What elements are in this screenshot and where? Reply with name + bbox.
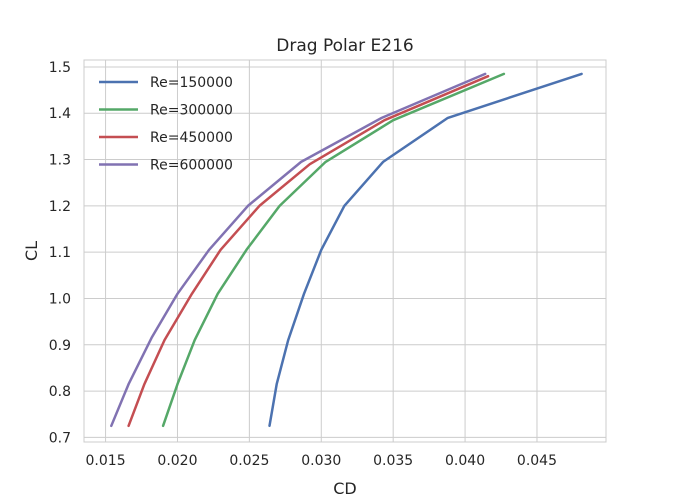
y-tick-label: 1.4: [49, 106, 71, 122]
x-tick-label: 0.020: [157, 453, 197, 469]
legend-label: Re=600000: [150, 158, 233, 174]
y-tick-label: 1.3: [49, 153, 71, 169]
grid-lines: [84, 60, 606, 442]
x-tick-label: 0.045: [517, 453, 557, 469]
y-axis-label: CL: [22, 241, 41, 261]
x-tick-label: 0.025: [229, 453, 269, 469]
y-tick-label: 1.0: [49, 291, 71, 307]
series-line-1: [268, 72, 583, 428]
x-tick-label: 0.030: [301, 453, 341, 469]
series-line-2: [161, 72, 506, 428]
y-axis-ticks: 0.7 0.8 0.9 1.0 1.1 1.2 1.3 1.4 1.5: [49, 60, 71, 446]
legend-label: Re=450000: [150, 130, 233, 146]
y-tick-label: 0.7: [49, 430, 71, 446]
x-tick-label: 0.040: [445, 453, 485, 469]
legend: Re=150000 Re=300000 Re=450000 Re=600000: [99, 75, 233, 174]
y-tick-label: 1.5: [49, 60, 71, 76]
legend-label: Re=150000: [150, 75, 233, 91]
y-tick-label: 0.8: [49, 384, 71, 400]
x-tick-label: 0.015: [86, 453, 126, 469]
series-line-3: [127, 74, 490, 428]
x-axis-label: CD: [333, 479, 357, 498]
x-axis-ticks: 0.015 0.020 0.025 0.030 0.035 0.040 0.045: [86, 453, 557, 469]
series-lines: [110, 72, 583, 428]
legend-label: Re=300000: [150, 103, 233, 119]
x-tick-label: 0.035: [373, 453, 413, 469]
y-tick-label: 0.9: [49, 338, 71, 354]
y-tick-label: 1.2: [49, 199, 71, 215]
plot-area: [83, 59, 607, 443]
series-line-4: [110, 72, 487, 428]
chart-title: Drag Polar E216: [276, 36, 413, 56]
y-tick-label: 1.1: [49, 245, 71, 261]
